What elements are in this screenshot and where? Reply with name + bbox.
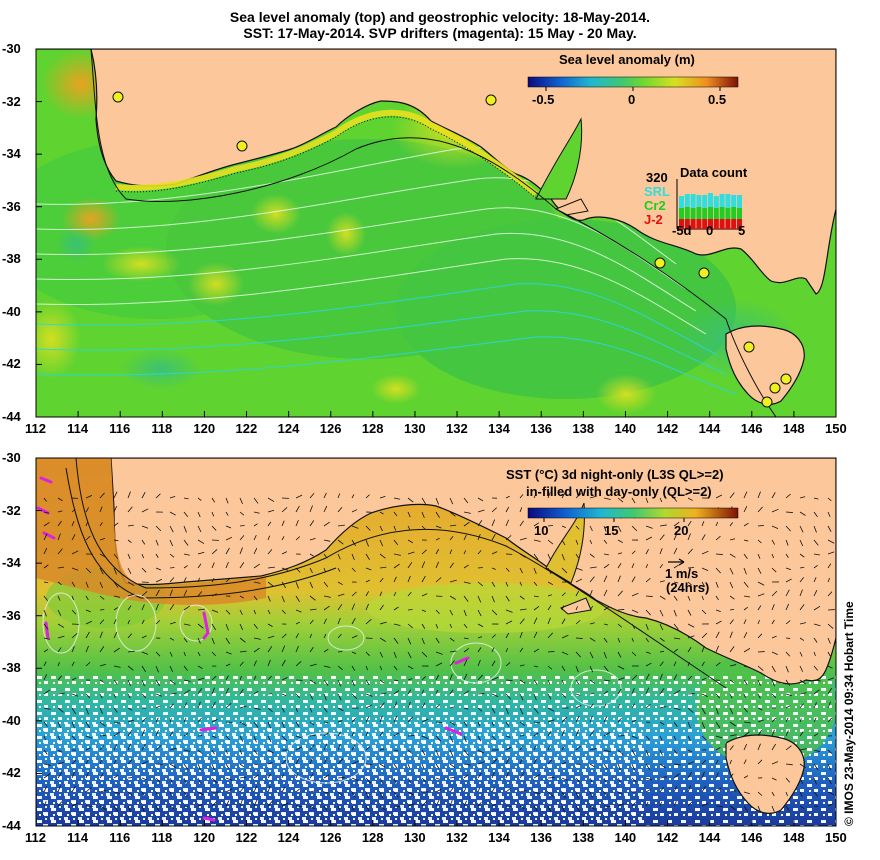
sst-colorbar-label-15: 15	[604, 523, 619, 538]
sla-colorbar	[527, 76, 739, 91]
y-tick-label: -42	[2, 765, 21, 781]
title-line-1: Sea level anomaly (top) and geostrophic …	[229, 9, 651, 25]
sla-map	[36, 49, 836, 417]
x-tick-label: 116	[109, 830, 131, 845]
sst-colorbar-label-10: 10	[534, 523, 549, 538]
mission-j2-label: J-2	[644, 212, 663, 227]
data-count-title: Data count	[680, 165, 748, 180]
x-tick-label: 142	[656, 421, 679, 436]
velocity-scale-arrow	[668, 558, 685, 566]
sst-map	[36, 458, 836, 826]
x-tick-label: 138	[572, 830, 595, 845]
sla-colorbar-label-min: -0.5	[532, 92, 555, 107]
x-tick-label: 132	[446, 830, 468, 845]
velocity-scale-label: 1 m/s	[665, 566, 699, 581]
x-tick-label: 118	[151, 830, 173, 845]
data-count-max: 320	[646, 170, 668, 185]
x-tick-label: 120	[193, 830, 216, 845]
x-tick-label: 150	[825, 830, 847, 845]
x-tick-label: 124	[277, 830, 300, 845]
x-tick-label: 112	[25, 421, 46, 436]
sla-map-panel: Sea level anomaly (m) -0.5 0 0.5 Data co…	[36, 49, 836, 417]
x-tick-label: 120	[193, 421, 216, 436]
y-tick-label: -36	[2, 607, 21, 623]
velocity-scale-sublabel: (24hrs)	[666, 580, 710, 595]
data-count-xlabel-end: 5	[738, 223, 746, 238]
x-tick-label: 150	[825, 421, 847, 436]
x-tick-label: 116	[109, 421, 131, 436]
x-tick-label: 130	[403, 830, 426, 845]
y-tick-label: -30	[2, 41, 21, 56]
y-tick-label: -38	[2, 660, 21, 676]
x-tick-label: 122	[235, 830, 258, 845]
data-count-xlabel-zero: 0	[706, 223, 714, 238]
y-tick-label: -44	[2, 409, 21, 424]
imos-credit: © IMOS 23-May-2014 09:34 Hobart Time	[842, 601, 856, 826]
y-tick-label: -32	[2, 93, 21, 109]
mission-cr2-label: Cr2	[644, 198, 666, 213]
sla-colorbar-title: Sea level anomaly (m)	[559, 52, 695, 67]
x-tick-label: 146	[740, 421, 763, 436]
x-tick-label: 140	[614, 421, 637, 436]
x-tick-label: 148	[782, 830, 805, 845]
sla-colorbar-label-zero: 0	[628, 92, 636, 107]
y-tick-label: -30	[2, 450, 21, 465]
x-tick-label: 126	[319, 830, 342, 845]
mission-srl-label: SRL	[644, 184, 670, 199]
y-tick-label: -34	[2, 555, 21, 571]
sst-colorbar	[527, 507, 739, 522]
x-tick-label: 112	[25, 830, 46, 845]
x-tick-label: 138	[572, 421, 595, 436]
x-tick-label: 144	[698, 830, 721, 845]
x-tick-label: 136	[530, 421, 552, 436]
y-tick-label: -32	[2, 502, 21, 518]
title-line-2: SST: 17-May-2014. SVP drifters (magenta)…	[243, 25, 637, 41]
svp-drifter-tracks	[36, 476, 470, 822]
y-tick-label: -40	[2, 303, 21, 319]
x-tick-label: 148	[782, 421, 805, 436]
sst-colorbar-title-2: in-filled with day-only (QL>=2)	[526, 484, 712, 499]
x-tick-label: 128	[361, 830, 384, 845]
x-tick-label: 146	[740, 830, 763, 845]
x-tick-label: 114	[67, 830, 89, 845]
x-tick-label: 134	[488, 421, 510, 436]
y-tick-label: -36	[2, 198, 21, 214]
x-tick-label: 122	[235, 421, 258, 436]
x-tick-label: 124	[277, 421, 300, 436]
data-count-chart	[676, 179, 742, 230]
sla-colorbar-label-max: 0.5	[708, 92, 727, 107]
y-tick-label: -38	[2, 251, 21, 267]
x-tick-label: 140	[614, 830, 637, 845]
y-tick-label: -44	[2, 818, 21, 833]
y-tick-label: -40	[2, 712, 21, 728]
x-tick-label: 132	[446, 421, 468, 436]
sst-colorbar-title-1: SST (°C) 3d night-only (L3S QL>=2)	[506, 467, 724, 482]
x-tick-label: 134	[488, 830, 510, 845]
data-count-xlabel-start: -5d	[672, 223, 692, 238]
x-tick-label: 126	[319, 421, 342, 436]
sst-map-panel: SST (°C) 3d night-only (L3S QL>=2) in-fi…	[36, 458, 836, 826]
x-tick-label: 142	[656, 830, 679, 845]
x-tick-label: 144	[698, 421, 721, 436]
x-tick-label: 128	[361, 421, 384, 436]
x-tick-label: 118	[151, 421, 173, 436]
x-tick-label: 136	[530, 830, 552, 845]
sst-colorbar-label-20: 20	[674, 523, 689, 538]
y-tick-label: -42	[2, 356, 21, 372]
y-tick-label: -34	[2, 146, 21, 162]
x-tick-label: 114	[67, 421, 89, 436]
tasmania-sst	[725, 734, 805, 814]
x-tick-label: 130	[403, 421, 426, 436]
